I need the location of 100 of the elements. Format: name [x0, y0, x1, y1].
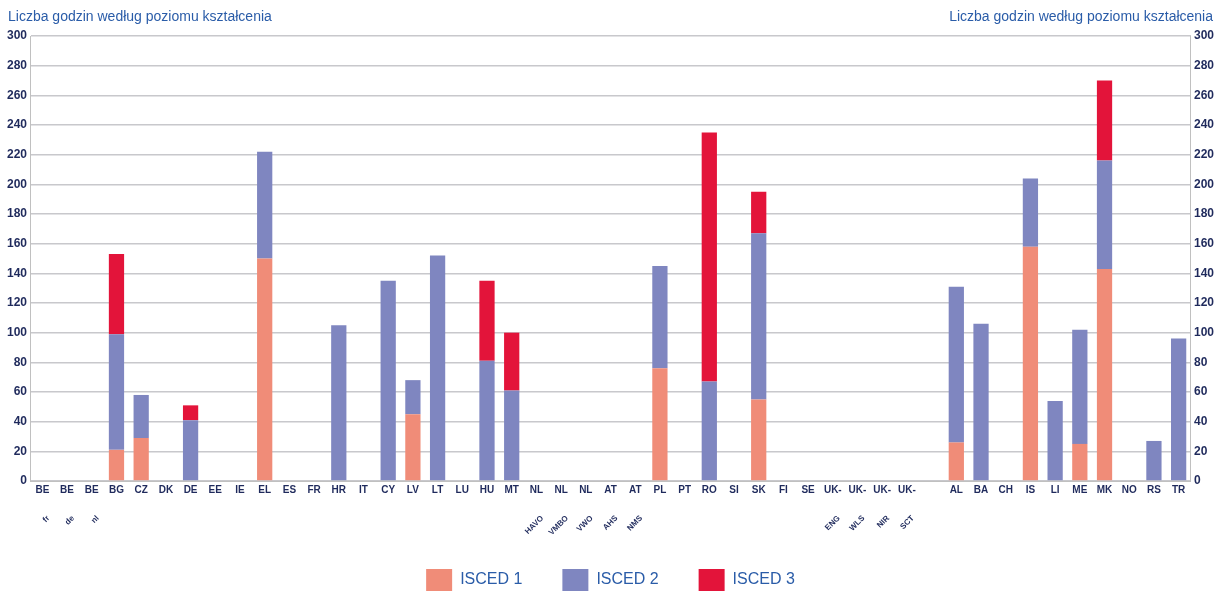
x-tick-label: MK	[1096, 483, 1114, 495]
y2-tick-label: 220	[1193, 146, 1215, 161]
y2-tick-label: 180	[1193, 206, 1215, 221]
bar	[652, 265, 668, 369]
x-tick-label: LU	[455, 483, 469, 495]
x-tick-label: RO	[701, 483, 718, 495]
bar	[182, 420, 199, 481]
y2-tick-label: 280	[1193, 57, 1215, 72]
x-tick-label: CY	[381, 483, 396, 495]
bar	[405, 414, 421, 481]
x-tick-label: FR	[307, 483, 322, 495]
x-tick-label: PT	[678, 483, 691, 495]
bar	[133, 437, 149, 481]
bar	[1072, 329, 1088, 444]
bar	[1022, 246, 1039, 481]
x-tick-label: PL	[653, 483, 667, 495]
y-tick-label: 260	[6, 87, 28, 102]
bar	[108, 254, 125, 335]
y-tick-label: 0	[20, 473, 28, 488]
x-tick-label: LT	[431, 483, 444, 495]
bar	[504, 332, 520, 391]
y-tick-label: 20	[13, 443, 28, 458]
y-tick-label: 200	[6, 176, 28, 191]
bar	[1047, 400, 1063, 481]
category-label: BE nl	[84, 483, 101, 525]
bar	[1096, 80, 1113, 161]
y-tick-label: 140	[6, 265, 28, 280]
x-tick-label: TR	[1171, 483, 1187, 495]
y2-tick-label: 200	[1193, 176, 1215, 191]
bar	[948, 286, 964, 443]
y2-tick-label: 240	[1193, 117, 1215, 132]
x-tick-label: DE	[183, 483, 198, 495]
y-tick-label: 60	[13, 384, 28, 399]
x-tick-label: IE	[235, 483, 246, 495]
x-tick-label: RS	[1146, 483, 1162, 495]
legend-label: ISCED 2	[596, 570, 659, 588]
bar	[504, 390, 520, 481]
x-tick-label: BG	[108, 483, 125, 495]
y2-tick-label: 60	[1193, 384, 1208, 399]
y-tick-label: 240	[6, 117, 28, 132]
x-tick-label: BA	[973, 483, 989, 495]
x-tick-label: MT	[504, 483, 519, 495]
x-tick-label: HU	[479, 483, 495, 495]
bar	[1171, 338, 1187, 481]
y2-tick-label: 160	[1193, 235, 1215, 250]
category-label: BE de	[60, 483, 77, 527]
bar	[257, 258, 273, 481]
x-tick-label: CH	[998, 483, 1013, 495]
x-tick-label: ME	[1072, 483, 1088, 495]
bar	[1096, 268, 1113, 481]
x-tick-label: LI	[1050, 483, 1060, 495]
y-tick-label: 280	[6, 57, 28, 72]
bar	[751, 191, 767, 234]
y-tick-label: 180	[6, 206, 28, 221]
bar	[108, 449, 125, 481]
y-tick-label: 80	[13, 354, 28, 369]
y2-tick-label: 80	[1193, 354, 1208, 369]
x-tick-label: SI	[729, 483, 739, 495]
x-tick-label: LV	[406, 483, 420, 495]
x-tick-label: AL	[949, 483, 963, 495]
x-tick-label: IS	[1025, 483, 1036, 495]
x-tick-label: HR	[331, 483, 347, 495]
x-tick-label: SK	[751, 483, 767, 495]
y2-tick-label: 300	[1193, 28, 1215, 43]
bar	[948, 442, 964, 481]
legend-label: ISCED 1	[460, 570, 523, 588]
y-tick-label: 100	[6, 324, 28, 339]
x-tick-label: SE	[801, 483, 816, 495]
y2-tick-label: 260	[1193, 87, 1215, 102]
y-tick-label: 300	[6, 28, 28, 43]
y2-tick-label: 0	[1193, 473, 1201, 488]
y2-tick-label: 120	[1193, 295, 1215, 310]
bar	[108, 334, 125, 450]
bar	[751, 399, 767, 481]
y-tick-label: 220	[6, 146, 28, 161]
y2-tick-label: 40	[1193, 413, 1208, 428]
bar	[257, 151, 273, 259]
y-axis-title: Liczba godzin według poziomu kształcenia	[8, 7, 273, 24]
x-tick-label: IT	[359, 483, 368, 495]
bar	[479, 280, 495, 361]
x-tick-label: CZ	[134, 483, 148, 495]
y2-axis-title: Liczba godzin według poziomu kształcenia	[949, 7, 1214, 24]
bar	[751, 233, 767, 400]
bar	[429, 255, 446, 481]
bar	[331, 325, 347, 481]
y2-tick-label: 140	[1193, 265, 1215, 280]
y-tick-label: 160	[6, 235, 28, 250]
category-label: UK- NIR	[873, 483, 892, 530]
bar	[1072, 443, 1088, 481]
y2-tick-label: 20	[1193, 443, 1208, 458]
x-tick-label: EE	[208, 483, 223, 495]
y-tick-label: 40	[13, 413, 28, 428]
x-tick-label: FI	[778, 483, 789, 495]
bar	[701, 132, 717, 382]
x-tick-label: NO	[1121, 483, 1137, 495]
bar	[380, 280, 396, 481]
bar	[479, 360, 495, 481]
bar	[133, 394, 149, 438]
bar	[1146, 440, 1162, 481]
bar	[652, 368, 668, 481]
